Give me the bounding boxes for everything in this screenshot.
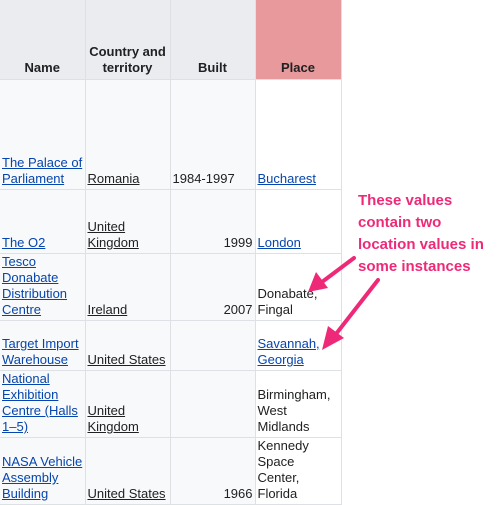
country-link[interactable]: United Kingdom xyxy=(87,403,139,434)
table-row: National Exhibition Centre (Halls 1–5) U… xyxy=(0,370,342,438)
name-link[interactable]: National Exhibition Centre (Halls 1–5) xyxy=(2,371,78,434)
built-cell xyxy=(170,370,256,438)
place-cell: Kennedy Space Center, Florida xyxy=(255,437,342,505)
name-link[interactable]: The Palace of Parliament xyxy=(2,155,83,186)
table-row: The O2 United Kingdom 1999 London xyxy=(0,189,342,254)
column-header-name[interactable]: Name xyxy=(0,0,86,80)
country-link[interactable]: Ireland xyxy=(87,302,128,317)
column-header-place[interactable]: Place xyxy=(255,0,342,80)
buildings-table: Name Country and territory Built Place T… xyxy=(0,0,342,505)
country-link[interactable]: Romania xyxy=(87,171,140,186)
built-cell: 1984-1997 xyxy=(170,79,256,190)
table-row: Target Import Warehouse United States Sa… xyxy=(0,320,342,371)
table-row: NASA Vehicle Assembly Building United St… xyxy=(0,437,342,505)
built-cell xyxy=(170,320,256,371)
name-link[interactable]: Tesco Donabate Distribution Centre xyxy=(2,254,68,317)
place-cell: Birmingham, West Midlands xyxy=(255,370,342,438)
annotation-text: These values contain two location values… xyxy=(358,192,484,275)
table-header-row: Name Country and territory Built Place xyxy=(0,0,342,80)
country-link[interactable]: United States xyxy=(87,486,166,501)
table-row: Tesco Donabate Distribution Centre Irela… xyxy=(0,253,342,321)
name-link[interactable]: The O2 xyxy=(2,235,46,250)
column-header-country[interactable]: Country and territory xyxy=(85,0,171,80)
table-row: The Palace of Parliament Romania 1984-19… xyxy=(0,79,342,190)
place-link[interactable]: Savannah, Georgia xyxy=(257,336,320,367)
built-cell: 2007 xyxy=(170,253,256,321)
column-header-built[interactable]: Built xyxy=(170,0,256,80)
place-link[interactable]: Bucharest xyxy=(257,171,317,186)
place-cell: Donabate, Fingal xyxy=(255,253,342,321)
built-cell: 1966 xyxy=(170,437,256,505)
place-link[interactable]: London xyxy=(257,235,301,250)
name-link[interactable]: NASA Vehicle Assembly Building xyxy=(2,454,83,501)
built-cell: 1999 xyxy=(170,189,256,254)
name-link[interactable]: Target Import Warehouse xyxy=(2,336,79,367)
country-link[interactable]: United States xyxy=(87,352,166,367)
country-link[interactable]: United Kingdom xyxy=(87,219,139,250)
